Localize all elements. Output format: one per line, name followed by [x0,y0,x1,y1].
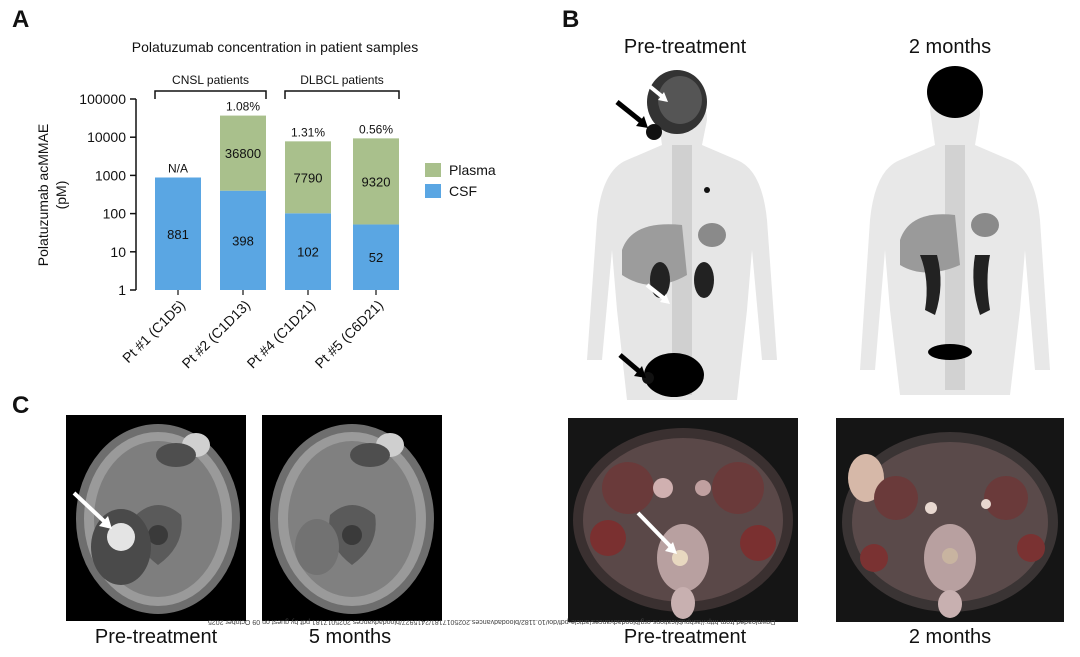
pet-ct-pre-treatment-title: Pre-treatment [623,626,747,648]
y-axis-label: Polatuzumab acMMAE (pM) [35,124,69,266]
bar-plasma [353,138,399,225]
legend-swatch-csf [425,184,441,198]
group-label: DLBCL patients [300,73,384,87]
legend-label-plasma: Plasma [449,162,496,178]
bar-plasma [285,141,331,214]
x-tick-label: Pt #2 (C1D13) [179,297,254,372]
y-tick-label: 100 [103,206,127,222]
group-label: CNSL patients [172,73,249,87]
group-bracket [154,90,267,99]
pet-ct-2-months-title: 2 months [908,626,992,648]
x-tick-label: Pt #1 (C1D5) [119,297,188,366]
chart-title: Polatuzumab concentration in patient sam… [132,39,418,55]
group-bracket [284,90,400,99]
y-tick-label: 100000 [79,91,126,107]
mri-5-months-image [262,415,442,621]
pet-pre-treatment-title: Pre-treatment [623,36,747,58]
mri-pre-treatment-title: Pre-treatment [94,626,218,648]
y-tick-label: 10000 [87,129,126,145]
bar-top-label: 0.56% [359,122,393,136]
bar-csf [220,190,266,290]
pet-mip-2-months-image [845,60,1065,412]
bar-csf [353,224,399,290]
pet-ct-pre-treatment-image [568,418,798,622]
bar-plasma [220,115,266,191]
data-label-csf: 102 [297,245,319,260]
pet-2-months-title: 2 months [908,36,992,58]
mri-pre-treatment-image [66,415,246,621]
download-watermark: Downloaded from http://ashpublications.o… [208,618,776,625]
bar-top-label: N/A [168,162,188,176]
bar-top-label: 1.08% [226,100,260,114]
mri-5-months-title: 5 months [308,626,392,648]
legend-label-csf: CSF [449,183,477,199]
pet-ct-2-months-image [836,418,1064,622]
data-label-plasma: 7790 [294,170,323,185]
data-label-plasma: 9320 [362,174,391,189]
polatuzumab-bar-chart: Polatuzumab concentration in patient sam… [35,39,496,372]
bar-csf [285,213,331,290]
y-tick-label: 10 [110,244,126,260]
y-tick-label: 1000 [95,167,126,183]
y-tick-label: 1 [118,282,126,298]
bar-top-label: 1.31% [291,125,325,139]
pet-mip-pre-treatment-image [562,60,802,412]
data-label-plasma: 36800 [225,146,261,161]
legend-swatch-plasma [425,163,441,177]
panel-label-a: A [12,6,30,33]
panel-label-b: B [562,6,580,33]
data-label-csf: 52 [369,250,383,265]
x-tick-label: Pt #5 (C6D21) [312,297,387,372]
x-tick-label: Pt #4 (C1D21) [244,297,319,372]
panel-label-c: C [12,392,30,419]
data-label-csf: 398 [232,233,254,248]
data-label-csf: 881 [167,227,189,242]
bar-csf [155,177,201,290]
